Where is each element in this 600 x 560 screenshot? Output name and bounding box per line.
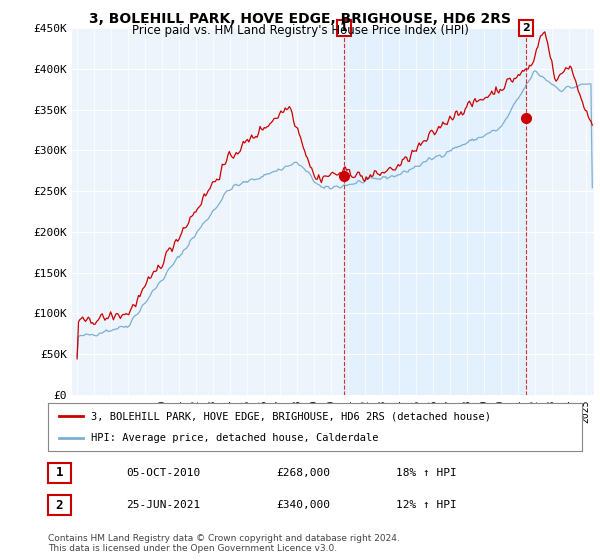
Text: 05-OCT-2010: 05-OCT-2010 <box>126 468 200 478</box>
Text: 2: 2 <box>56 498 63 512</box>
Text: 18% ↑ HPI: 18% ↑ HPI <box>396 468 457 478</box>
Text: £340,000: £340,000 <box>276 500 330 510</box>
Text: 25-JUN-2021: 25-JUN-2021 <box>126 500 200 510</box>
Text: 1: 1 <box>56 466 63 479</box>
Text: 12% ↑ HPI: 12% ↑ HPI <box>396 500 457 510</box>
Text: HPI: Average price, detached house, Calderdale: HPI: Average price, detached house, Cald… <box>91 433 378 443</box>
Text: 3, BOLEHILL PARK, HOVE EDGE, BRIGHOUSE, HD6 2RS (detached house): 3, BOLEHILL PARK, HOVE EDGE, BRIGHOUSE, … <box>91 411 491 421</box>
Text: Price paid vs. HM Land Registry's House Price Index (HPI): Price paid vs. HM Land Registry's House … <box>131 24 469 36</box>
Text: 3, BOLEHILL PARK, HOVE EDGE, BRIGHOUSE, HD6 2RS: 3, BOLEHILL PARK, HOVE EDGE, BRIGHOUSE, … <box>89 12 511 26</box>
Bar <box>344 28 526 395</box>
Text: £268,000: £268,000 <box>276 468 330 478</box>
Text: Contains HM Land Registry data © Crown copyright and database right 2024.
This d: Contains HM Land Registry data © Crown c… <box>48 534 400 553</box>
Text: 2: 2 <box>523 23 530 33</box>
Text: 1: 1 <box>340 23 348 33</box>
